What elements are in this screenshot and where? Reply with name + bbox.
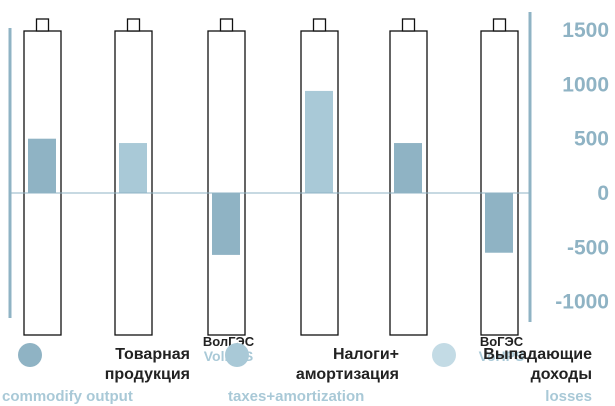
bar [28, 138, 56, 193]
category-label-en: VoHPS [479, 348, 525, 364]
legend-label: Налоги+ [333, 346, 399, 363]
bar [119, 143, 147, 193]
legend-swatch [18, 343, 42, 367]
battery-outline [480, 30, 519, 336]
legend-label: Товарная [115, 346, 190, 363]
battery-outlines [23, 18, 519, 336]
legend-label: Выпадающие [483, 346, 592, 363]
battery-outline [207, 30, 246, 336]
y-tick-label: 1500 [562, 19, 609, 42]
battery-cap [219, 18, 234, 32]
legend-label: амортизация [296, 366, 399, 383]
y-tick-label: 0 [597, 182, 609, 205]
bar [212, 193, 240, 255]
bar [485, 193, 513, 253]
y-tick-label: -500 [567, 236, 609, 259]
battery-cap [35, 18, 50, 32]
legend-label-en: commodify output [2, 388, 133, 405]
battery-cap [401, 18, 416, 32]
legend-label: продукция [105, 366, 190, 383]
category-label-ru: ВоГЭС [480, 334, 524, 349]
y-tick-label: -1000 [555, 291, 609, 314]
legend-label: доходы [531, 366, 592, 383]
bar [394, 143, 422, 193]
bars [28, 90, 513, 255]
legend: Товарная продукция commodify output Налоги+… [2, 343, 592, 405]
legend-label-en: taxes+amortization [228, 388, 364, 405]
battery-cap [312, 18, 327, 32]
bar [305, 90, 333, 193]
y-tick-label: 1000 [562, 73, 609, 96]
y-tick-label: 500 [574, 128, 609, 151]
legend-swatch [432, 343, 456, 367]
legend-swatch [225, 343, 249, 367]
y-axis-ticks: 1500 1000 500 0 -500 -1000 [555, 19, 609, 314]
battery-cap [126, 18, 141, 32]
legend-label-en: losses [545, 388, 592, 405]
battery-cap [492, 18, 507, 32]
